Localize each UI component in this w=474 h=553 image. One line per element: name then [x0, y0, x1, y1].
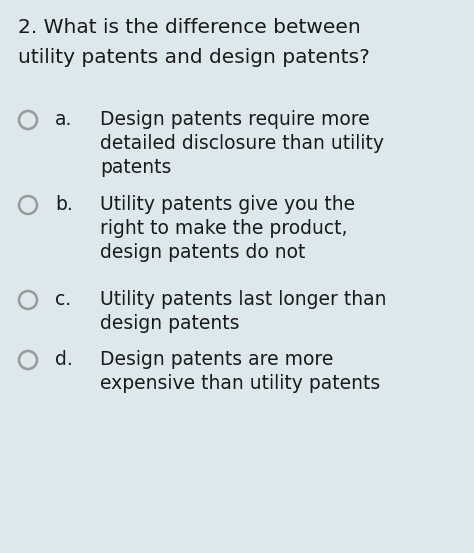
- Text: d.: d.: [55, 350, 73, 369]
- Text: utility patents and design patents?: utility patents and design patents?: [18, 48, 370, 67]
- Text: design patents do not: design patents do not: [100, 243, 305, 262]
- Text: right to make the product,: right to make the product,: [100, 219, 347, 238]
- Text: Utility patents give you the: Utility patents give you the: [100, 195, 355, 214]
- Text: 2. What is the difference between: 2. What is the difference between: [18, 18, 361, 37]
- Text: b.: b.: [55, 195, 73, 214]
- Circle shape: [19, 196, 37, 214]
- Circle shape: [19, 291, 37, 309]
- Text: design patents: design patents: [100, 314, 239, 333]
- Text: expensive than utility patents: expensive than utility patents: [100, 374, 380, 393]
- Text: patents: patents: [100, 158, 172, 177]
- Text: Utility patents last longer than: Utility patents last longer than: [100, 290, 386, 309]
- Circle shape: [19, 351, 37, 369]
- Text: Design patents require more: Design patents require more: [100, 110, 370, 129]
- Text: a.: a.: [55, 110, 73, 129]
- Circle shape: [19, 111, 37, 129]
- Text: Design patents are more: Design patents are more: [100, 350, 333, 369]
- Text: c.: c.: [55, 290, 71, 309]
- Text: detailed disclosure than utility: detailed disclosure than utility: [100, 134, 384, 153]
